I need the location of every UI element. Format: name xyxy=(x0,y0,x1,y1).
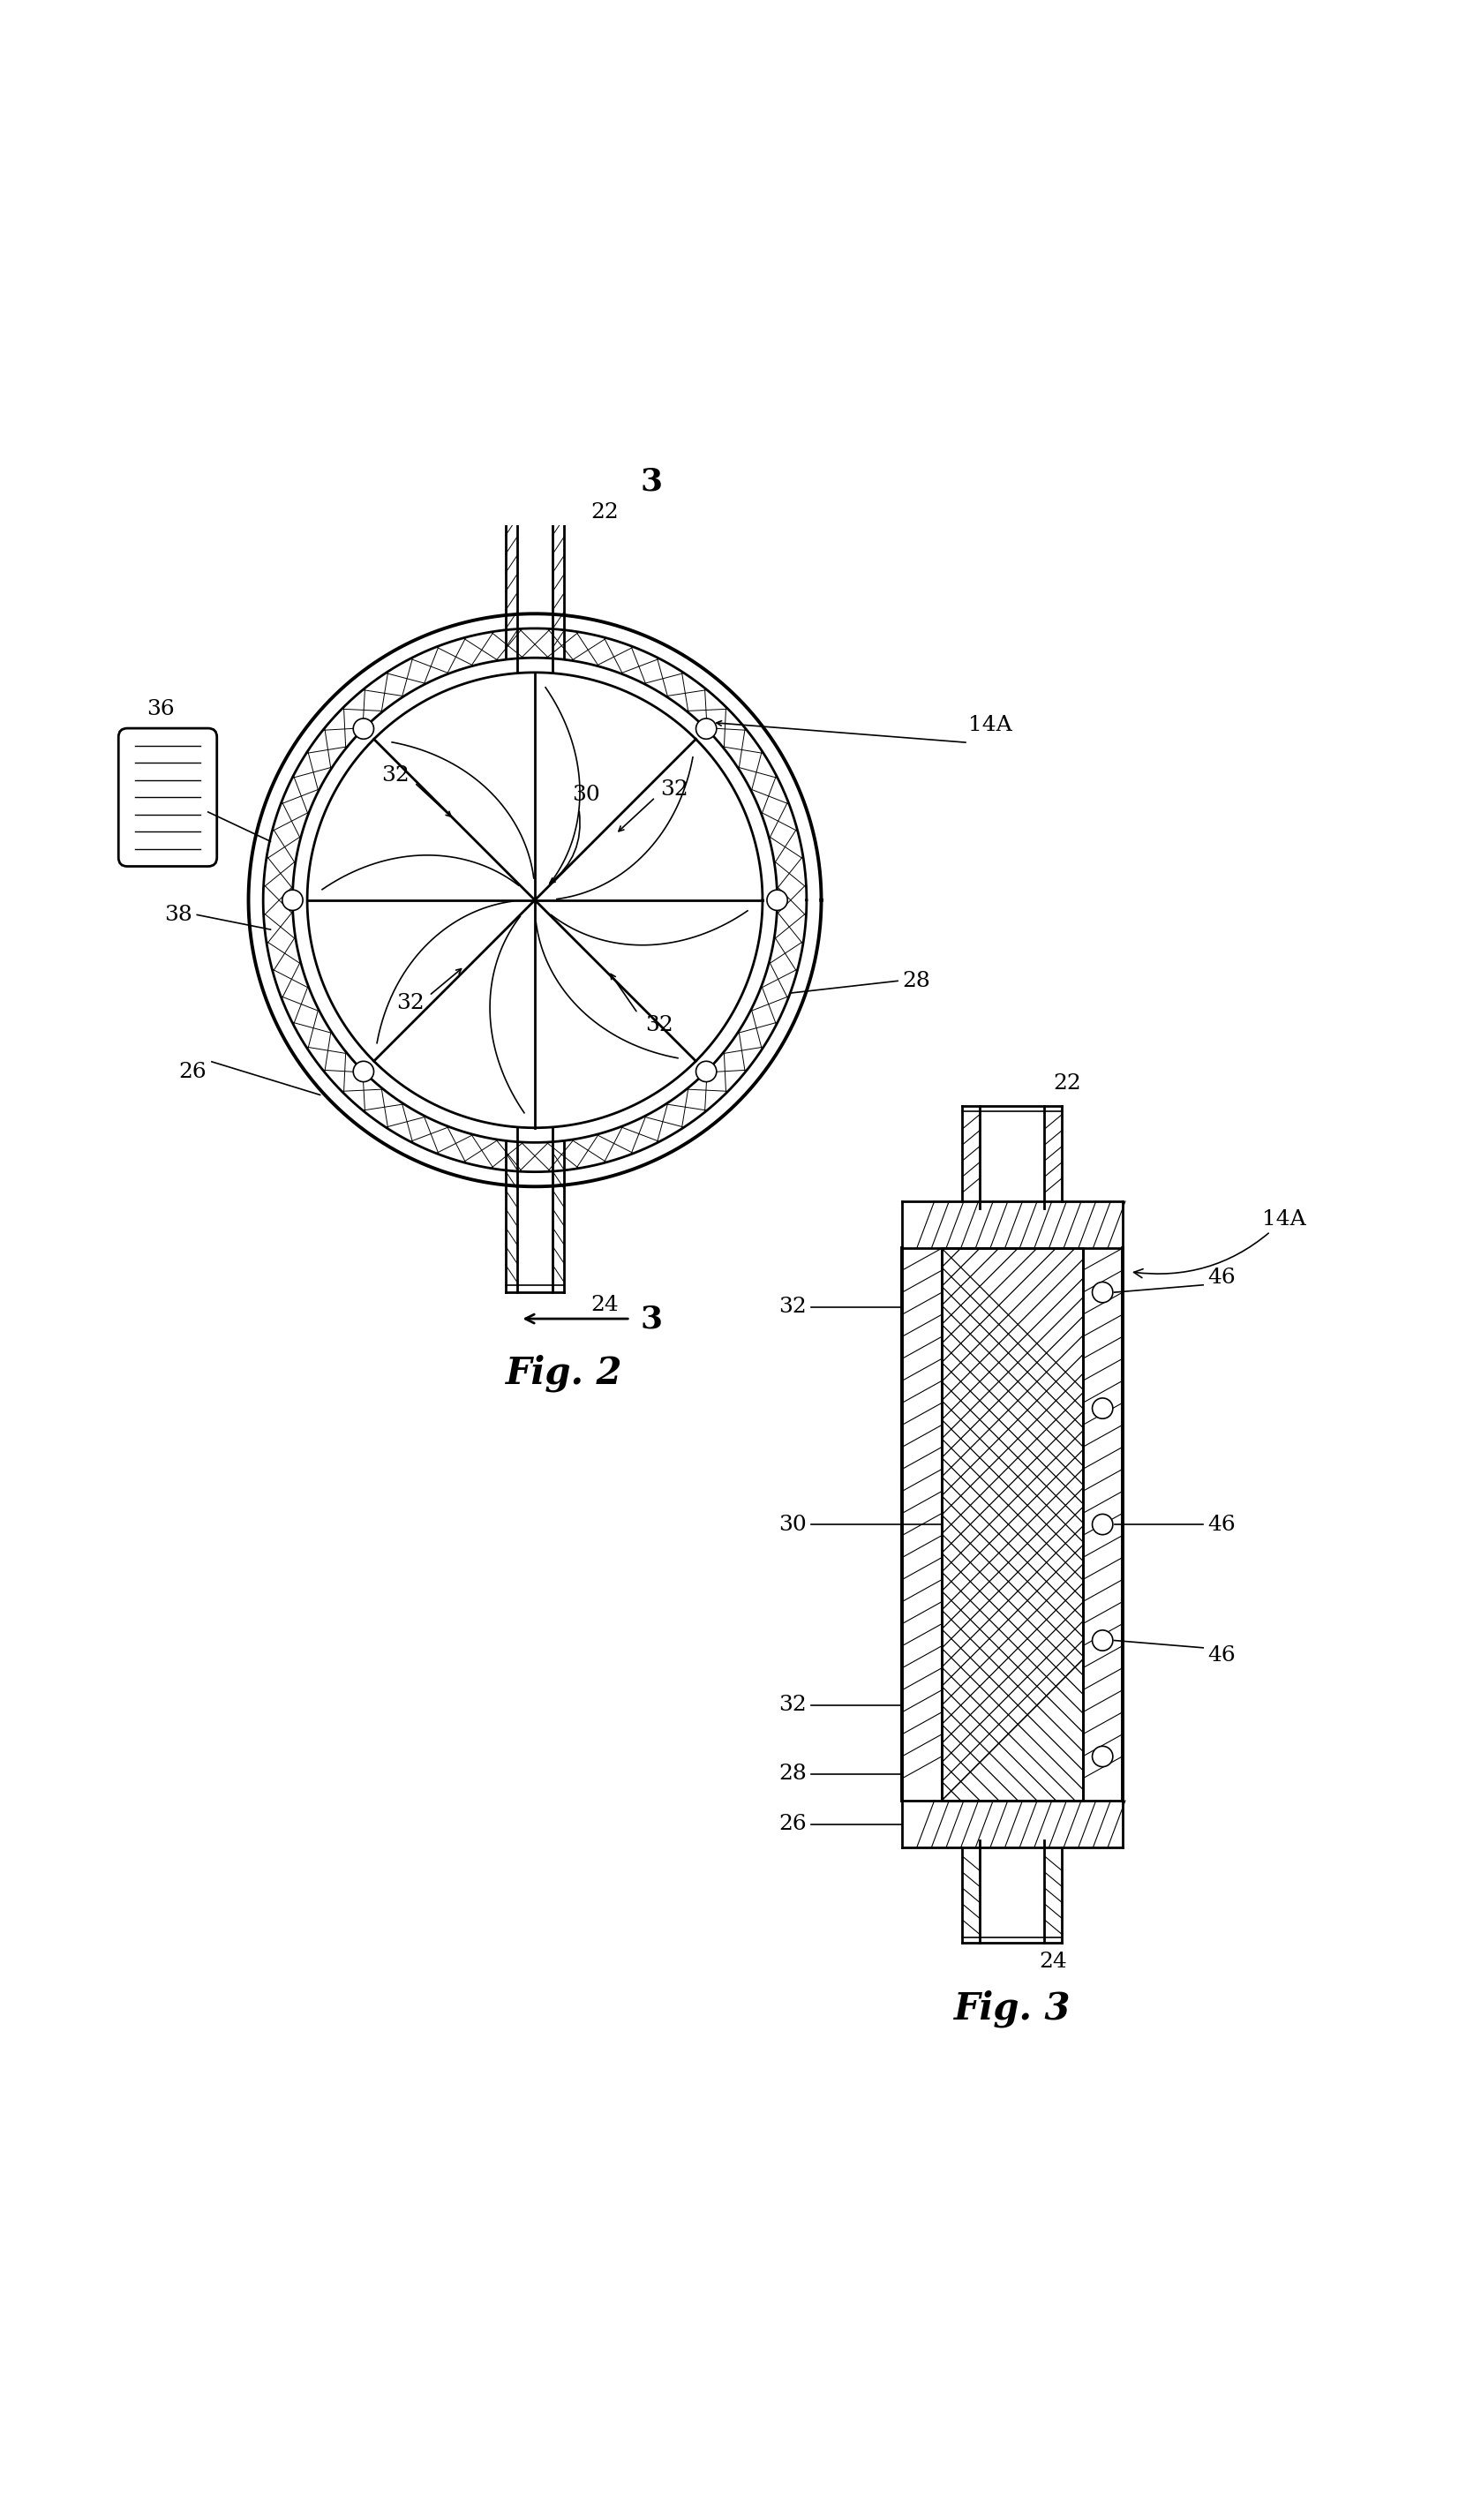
Text: 32: 32 xyxy=(779,1696,807,1716)
Text: 24: 24 xyxy=(591,1295,619,1315)
Text: 14A: 14A xyxy=(1134,1210,1306,1278)
Text: 36: 36 xyxy=(147,698,175,721)
Circle shape xyxy=(1093,1746,1112,1767)
Circle shape xyxy=(1093,1283,1112,1303)
Text: 3: 3 xyxy=(641,1303,663,1333)
Circle shape xyxy=(354,718,373,738)
Circle shape xyxy=(767,890,788,910)
Text: 14A: 14A xyxy=(969,716,1012,736)
Circle shape xyxy=(1093,1515,1112,1535)
Text: 46: 46 xyxy=(1207,1515,1235,1535)
Circle shape xyxy=(283,890,302,910)
Text: 24: 24 xyxy=(1040,1953,1068,1973)
Circle shape xyxy=(1093,1399,1112,1419)
Circle shape xyxy=(696,718,717,738)
Text: Fig. 2: Fig. 2 xyxy=(507,1353,622,1391)
Text: 46: 46 xyxy=(1207,1646,1235,1666)
Text: 32: 32 xyxy=(381,766,409,786)
Text: 32: 32 xyxy=(395,993,424,1013)
Text: 30: 30 xyxy=(779,1515,807,1535)
Text: 28: 28 xyxy=(902,970,930,990)
Text: 32: 32 xyxy=(646,1016,674,1036)
Text: 28: 28 xyxy=(779,1764,807,1784)
Text: 38: 38 xyxy=(164,905,193,925)
FancyBboxPatch shape xyxy=(118,728,216,867)
Text: 22: 22 xyxy=(591,501,619,522)
Circle shape xyxy=(1093,1630,1112,1651)
Text: 26: 26 xyxy=(179,1061,207,1081)
Text: 22: 22 xyxy=(1053,1074,1081,1094)
Text: 46: 46 xyxy=(1207,1268,1235,1288)
Text: 3: 3 xyxy=(641,466,663,496)
Circle shape xyxy=(354,1061,373,1081)
Text: Fig. 3: Fig. 3 xyxy=(954,1991,1071,2029)
Circle shape xyxy=(696,1061,717,1081)
Text: 32: 32 xyxy=(779,1298,807,1318)
Text: 26: 26 xyxy=(779,1814,807,1835)
Text: 30: 30 xyxy=(572,784,600,804)
Text: 32: 32 xyxy=(661,779,689,801)
